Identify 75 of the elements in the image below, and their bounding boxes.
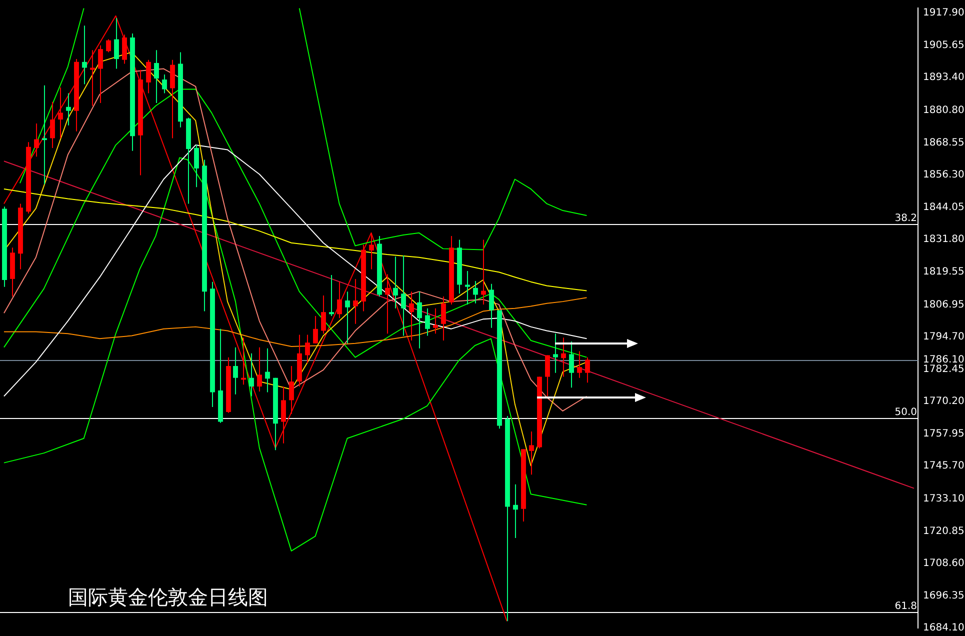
candlestick: [393, 256, 398, 309]
candlestick: [106, 38, 111, 53]
y-tick-label: 1696.35: [923, 590, 964, 602]
y-tick-label: 1684.10: [923, 622, 964, 634]
y-tick-label: 1844.05: [923, 202, 964, 213]
candlestick: [329, 274, 334, 317]
y-tick-label: 1856.30: [923, 170, 964, 181]
candlestick: [433, 308, 438, 334]
candlestick: [114, 17, 119, 70]
y-tick-label: 1757.95: [923, 428, 964, 440]
y-tick-label: 1745.70: [923, 460, 964, 472]
y-tick-label: 1893.40: [923, 72, 964, 84]
candlestick: [154, 50, 159, 104]
candlestick: [50, 101, 55, 148]
y-tick-label: 1806.95: [923, 299, 964, 310]
candlestick: [281, 386, 286, 444]
candlestick: [249, 352, 254, 397]
candlestick: [58, 86, 63, 139]
candlestick: [289, 366, 294, 414]
candlestick: [146, 59, 151, 94]
candlestick: [345, 291, 350, 344]
annotation: 61.8: [894, 601, 917, 612]
candlestick: [265, 348, 270, 393]
candlestick: [233, 346, 238, 395]
candlestick: [257, 346, 262, 392]
candlestick: [513, 484, 518, 539]
candlestick: [465, 270, 470, 305]
candlestick: [553, 333, 558, 374]
candlestick: [577, 350, 582, 378]
y-tick-label: 1868.55: [923, 137, 964, 148]
candlestick: [353, 278, 358, 324]
candlestick: [122, 34, 127, 64]
candlestick: [34, 122, 39, 158]
candlestick: [473, 280, 478, 304]
candlestick: [425, 308, 430, 336]
y-tick-label: 1786.10: [923, 354, 964, 366]
candlestick: [417, 291, 422, 349]
annotation: 38.2: [894, 213, 917, 224]
candlestick: [441, 296, 446, 341]
y-tick-label: 1880.80: [923, 105, 964, 116]
candlestick: [369, 232, 374, 270]
candlestick: [66, 92, 71, 126]
candlestick: [90, 50, 95, 106]
candlestick: [162, 74, 167, 94]
candlestick: [321, 295, 326, 334]
candlestick: [194, 144, 199, 188]
candlestick: [481, 239, 486, 305]
candlestick: [385, 274, 390, 334]
candlestick: [561, 337, 566, 378]
candlestick: [401, 255, 406, 336]
y-tick-label: 1917.90: [923, 8, 964, 19]
candlestick: [569, 341, 574, 388]
candlestick: [170, 59, 175, 139]
y-tick-label: 1831.80: [923, 234, 964, 246]
text: 国际黄金伦敦金日线图: [68, 584, 268, 611]
y-tick-label: 1733.10: [923, 494, 964, 505]
candlestick: [305, 334, 310, 364]
candlestick: [529, 431, 534, 476]
y-tick-label: 1708.60: [923, 558, 964, 570]
candlestick: [313, 316, 318, 344]
candlestick: [337, 281, 342, 319]
candlestick: [42, 84, 47, 185]
candlestick: [585, 356, 590, 384]
candlestick: [489, 283, 494, 328]
candlestick: [82, 25, 87, 85]
y-tick-label: 1770.20: [923, 396, 964, 408]
y-tick-label: 1819.55: [923, 266, 964, 278]
y-tick-label: 1905.65: [923, 40, 964, 51]
candlestick: [545, 354, 550, 397]
y-tick-label: 1794.70: [923, 332, 964, 343]
annotation: 50.0: [894, 407, 917, 418]
candlestick: [98, 44, 103, 104]
y-tick-label: 1720.85: [923, 526, 964, 537]
candlestick: [409, 291, 414, 341]
y-tick-label: 1782.45: [923, 364, 964, 375]
